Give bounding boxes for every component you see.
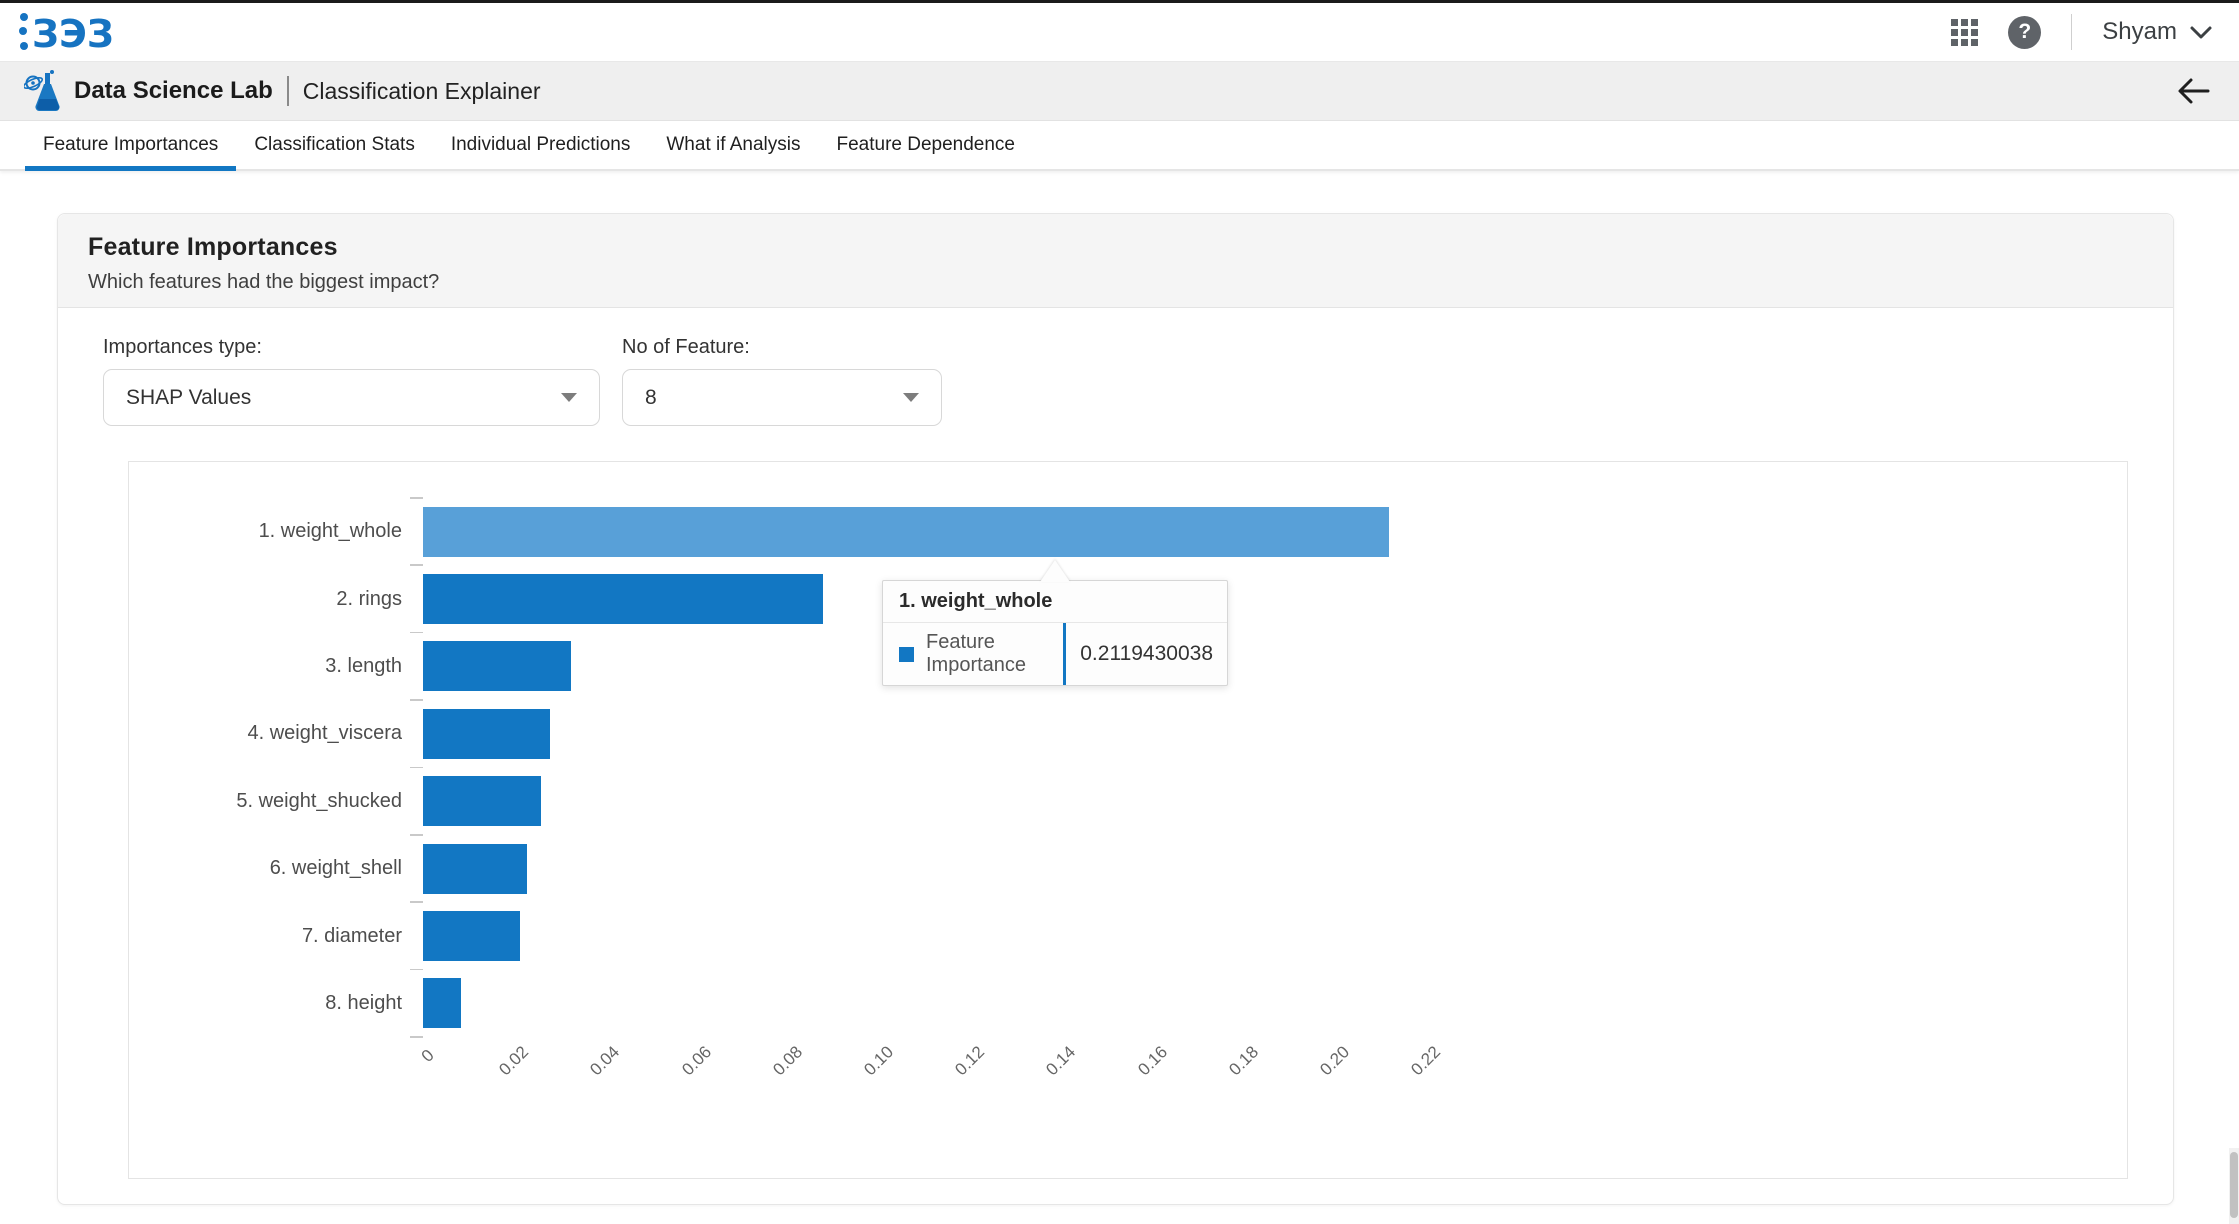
y-axis-tick — [410, 834, 423, 836]
header-pipe-divider — [286, 76, 289, 106]
bar-row: 3. length — [129, 633, 2127, 700]
app-header: Data Science Lab Classification Explaine… — [0, 62, 2239, 121]
chevron-down-icon — [2190, 26, 2212, 38]
bar[interactable] — [423, 506, 1390, 557]
chart-controls: Importances type: SHAP Values No of Feat… — [103, 336, 942, 426]
card-title: Feature Importances — [88, 233, 338, 261]
bar-row: 2. rings — [129, 565, 2127, 632]
topbar-divider — [2071, 14, 2073, 50]
help-icon[interactable]: ? — [2008, 15, 2042, 49]
bar-row: 7. diameter — [129, 902, 2127, 969]
category-label: 6. weight_shell — [269, 857, 402, 880]
chart-tooltip: 1. weight_whole Feature Importance 0.211… — [882, 560, 1228, 686]
tooltip-separator — [1063, 623, 1067, 685]
bar[interactable] — [423, 843, 527, 894]
category-label: 2. rings — [336, 587, 402, 610]
app-name: Data Science Lab — [74, 77, 273, 104]
feature-count-select[interactable]: 8 — [622, 369, 942, 426]
x-axis-tick-label: 0 — [417, 1045, 438, 1066]
dropdown-caret-icon — [561, 393, 577, 402]
help-glyph: ? — [2018, 20, 2032, 43]
x-axis-tick-label: 0.04 — [586, 1042, 624, 1080]
y-axis-tick — [410, 497, 423, 499]
user-name: Shyam — [2102, 18, 2177, 45]
bar-row: 8. height — [129, 970, 2127, 1037]
category-label: 4. weight_viscera — [247, 722, 402, 745]
bar[interactable] — [423, 708, 551, 759]
x-axis-tick-label: 0.14 — [1042, 1042, 1080, 1080]
x-axis-tick-label: 0.02 — [495, 1042, 533, 1080]
y-axis-tick — [410, 699, 423, 701]
window-top-strip — [0, 0, 2239, 3]
category-label: 1. weight_whole — [258, 520, 402, 543]
category-label: 7. diameter — [301, 924, 402, 947]
x-axis-tick-label: 0.10 — [860, 1042, 898, 1080]
data-science-lab-icon — [24, 70, 60, 112]
dropdown-caret-icon — [903, 393, 919, 402]
tab-classification-stats[interactable]: Classification Stats — [236, 121, 433, 169]
feature-importances-card: Feature Importances Which features had t… — [57, 213, 2174, 1205]
importances-type-select[interactable]: SHAP Values — [103, 369, 600, 426]
feature-count-label: No of Feature: — [622, 336, 750, 358]
y-axis-tick — [410, 564, 423, 566]
bar[interactable] — [423, 574, 824, 625]
scrollbar[interactable] — [2229, 1148, 2239, 1224]
y-axis-tick — [410, 1036, 423, 1038]
tooltip-arrow — [1040, 560, 1070, 582]
series-swatch-icon — [899, 646, 914, 662]
back-arrow-icon[interactable] — [2175, 76, 2211, 106]
y-axis-tick — [410, 901, 423, 903]
tab-feature-importances[interactable]: Feature Importances — [25, 121, 237, 171]
x-axis-tick-label: 0.18 — [1225, 1042, 1262, 1080]
bar-row: 6. weight_shell — [129, 835, 2127, 902]
category-label: 5. weight_shucked — [236, 789, 402, 812]
y-axis-tick — [410, 968, 423, 971]
chart-panel: 1. weight_whole 2. rings 3. length 4. weigh… — [128, 461, 2128, 1179]
tab-bar: Feature Importances Classification Stats I… — [0, 121, 2239, 171]
feature-count-control: No of Feature: 8 — [622, 336, 942, 426]
tab-feature-dependence[interactable]: Feature Dependence — [818, 121, 1033, 169]
y-axis-tick — [410, 766, 423, 769]
x-axis-tick-label: 0.22 — [1407, 1042, 1445, 1080]
x-axis-tick-label: 0.20 — [1316, 1042, 1354, 1080]
scrollbar-thumb[interactable] — [2230, 1152, 2238, 1218]
apps-grid-icon[interactable] — [1951, 18, 1979, 46]
topbar-actions: ? Shyam — [1951, 14, 2213, 50]
logo-glyphs: ЗЭЗ — [32, 12, 114, 55]
user-menu[interactable]: Shyam — [2102, 18, 2213, 46]
x-axis-tick-label: 0.06 — [677, 1042, 715, 1080]
topbar: ЗЭЗ ? Shyam — [0, 3, 2239, 62]
x-axis-tick-label: 0.16 — [1133, 1042, 1171, 1080]
bar[interactable] — [423, 911, 521, 962]
bdb-logo[interactable]: ЗЭЗ — [18, 9, 142, 55]
tooltip-row: Feature Importance 0.2119430038 — [883, 623, 1227, 685]
tooltip-series-label: Feature Importance — [926, 631, 1027, 676]
bar-rows: 1. weight_whole 2. rings 3. length 4. weigh… — [129, 498, 2127, 1037]
bar[interactable] — [423, 978, 462, 1029]
x-axis-tick-label: 0.12 — [951, 1042, 989, 1080]
card-subtitle: Which features had the biggest impact? — [88, 271, 440, 293]
tooltip-title: 1. weight_whole — [883, 581, 1227, 623]
page-title: Classification Explainer — [302, 77, 541, 104]
importances-type-control: Importances type: SHAP Values — [103, 336, 600, 426]
bar[interactable] — [423, 641, 572, 692]
importances-type-value: SHAP Values — [126, 385, 252, 409]
bar-row: 5. weight_shucked — [129, 768, 2127, 835]
y-axis-tick — [410, 631, 423, 634]
importances-type-label: Importances type: — [103, 336, 262, 358]
bar-row: 1. weight_whole — [129, 498, 2127, 565]
feature-count-value: 8 — [645, 385, 657, 409]
tab-individual-predictions[interactable]: Individual Predictions — [433, 121, 649, 169]
tab-what-if-analysis[interactable]: What if Analysis — [648, 121, 818, 169]
category-label: 3. length — [325, 654, 402, 677]
category-label: 8. height — [325, 991, 402, 1014]
tooltip-value: 0.2119430038 — [1080, 642, 1213, 665]
x-axis-tick-label: 0.08 — [769, 1042, 806, 1080]
bar-row: 4. weight_viscera — [129, 700, 2127, 767]
card-header: Feature Importances Which features had t… — [58, 214, 2173, 308]
bar[interactable] — [423, 776, 542, 827]
